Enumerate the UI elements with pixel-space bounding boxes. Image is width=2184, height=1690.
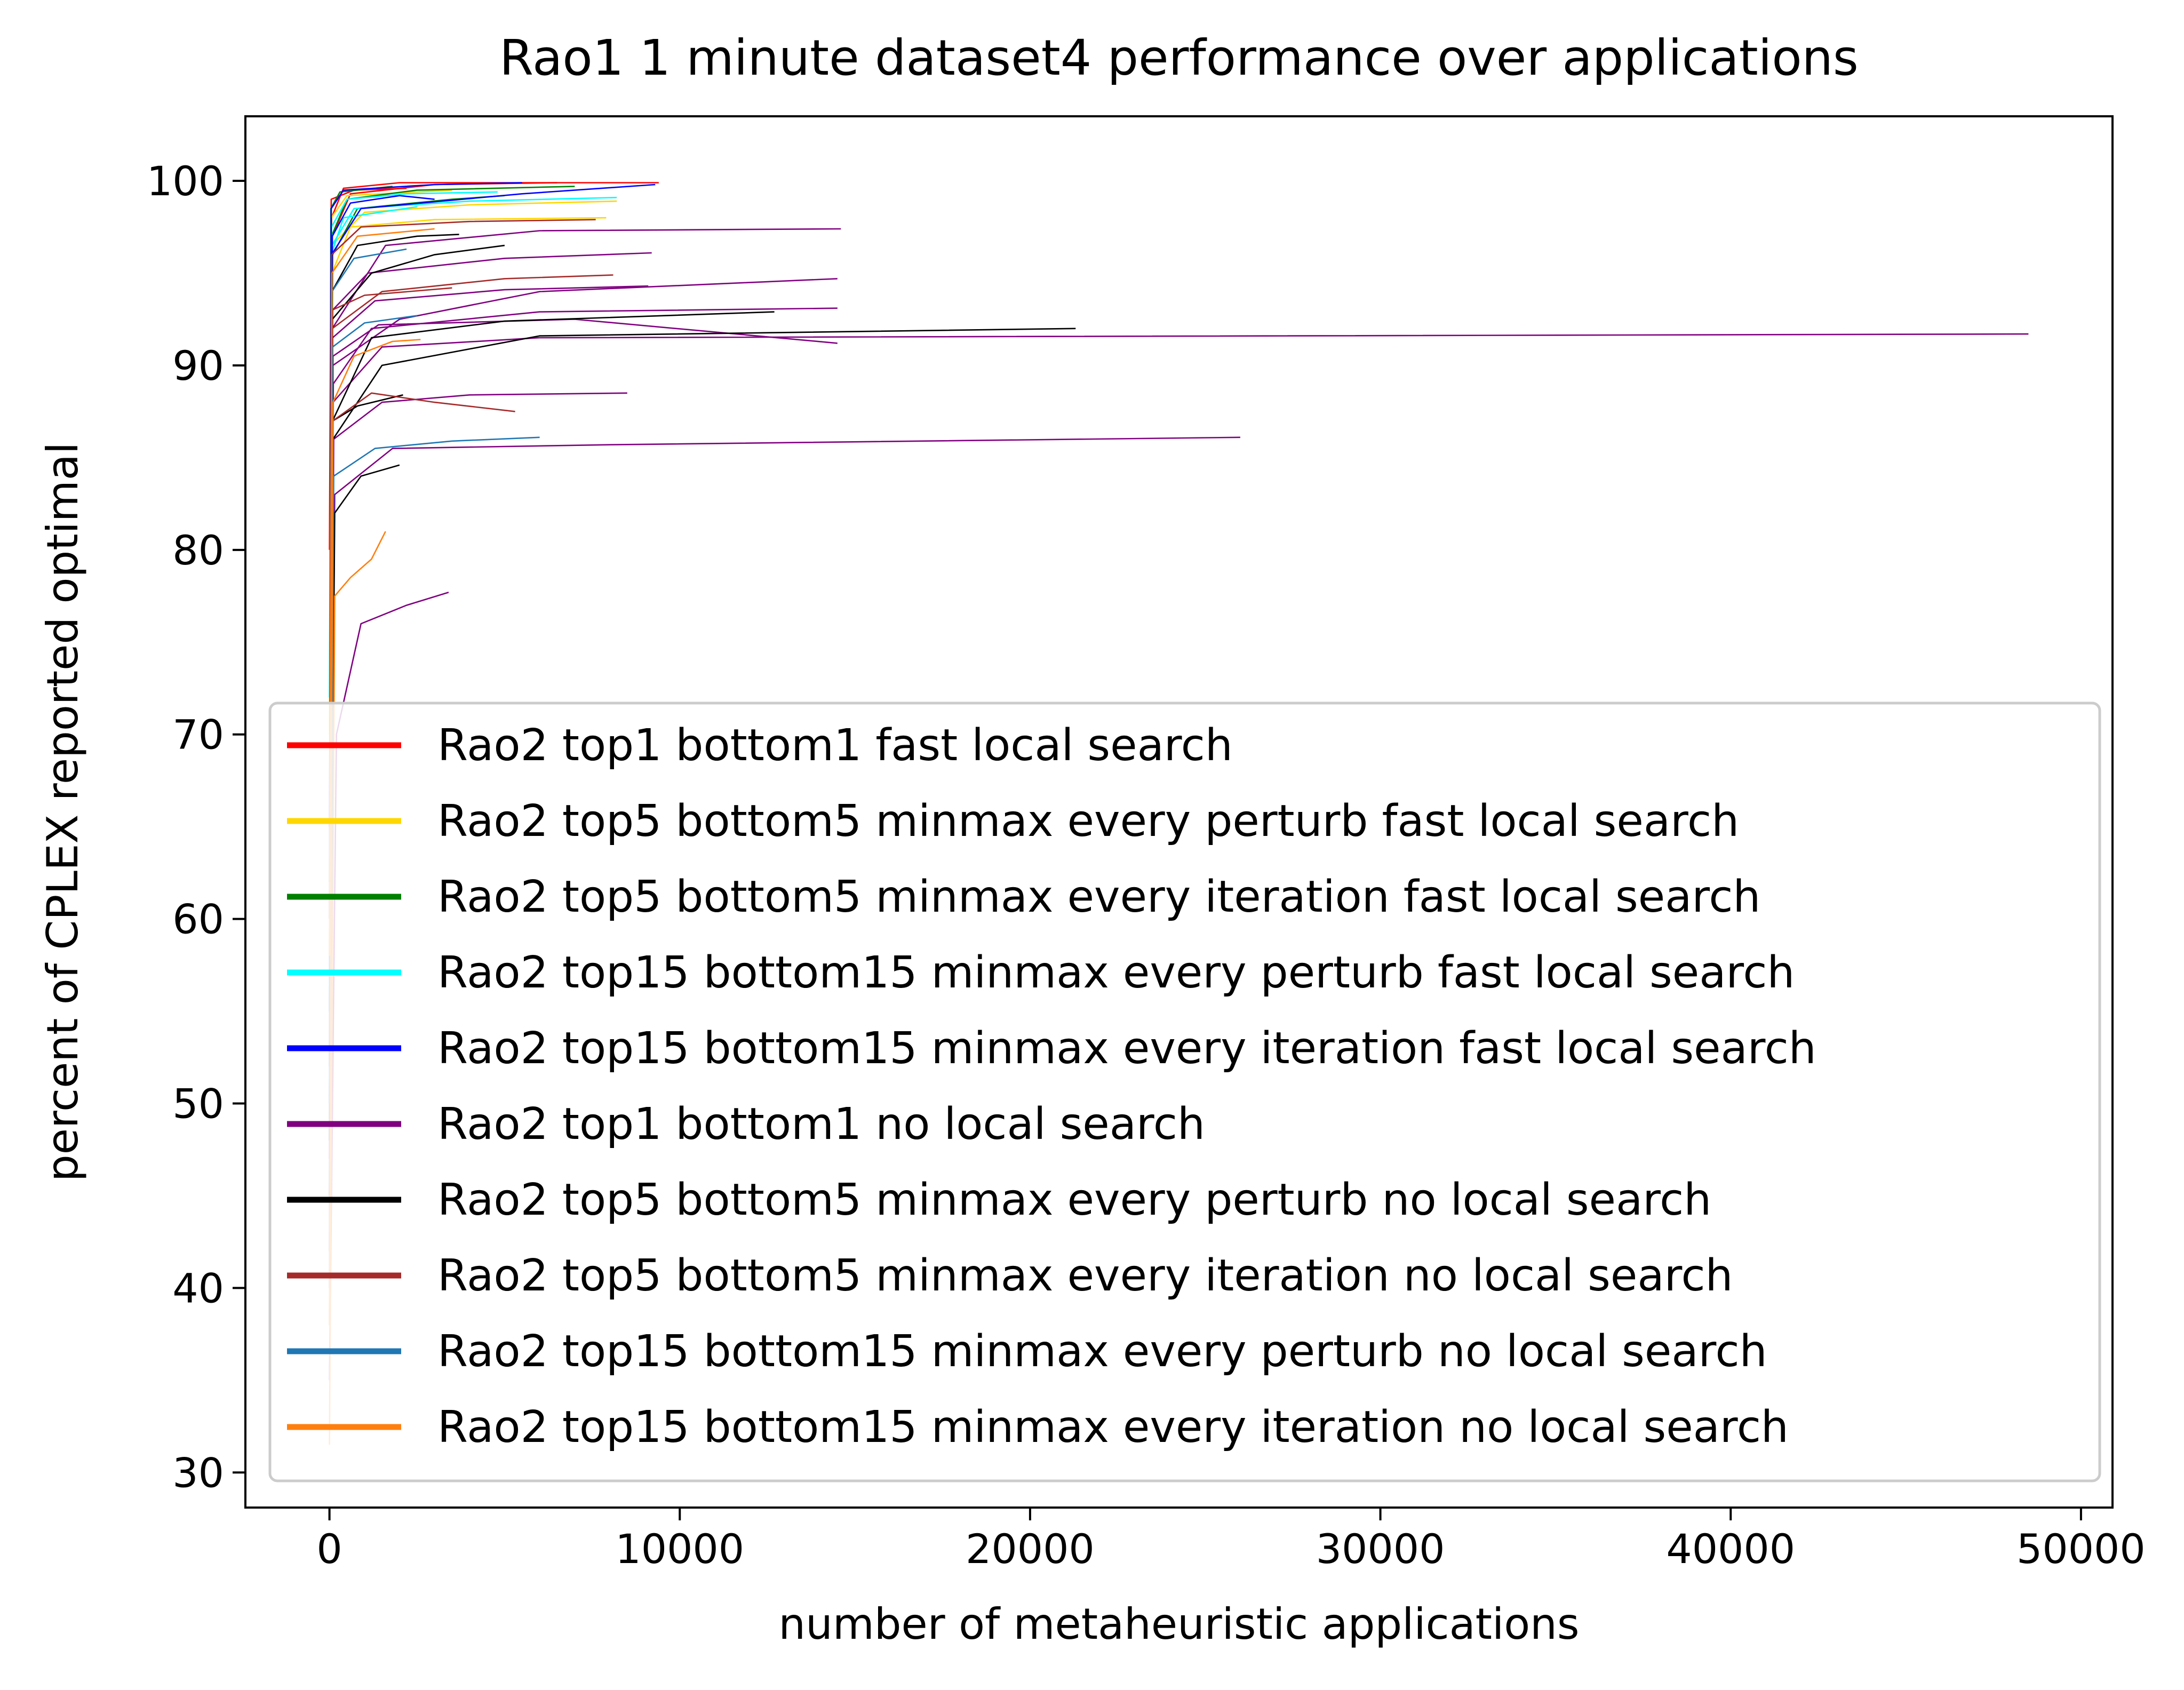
plot-area: 0 10000 20000 30000 40000 50000 30 40 50 60 70 80 90… xyxy=(147,115,2146,1573)
y-tick-label: 90 xyxy=(172,342,224,389)
plot-frame xyxy=(244,115,2114,1509)
legend-label-9: Rao2 top15 bottom15 minmax every perturb… xyxy=(437,1326,1767,1377)
legend-label-6: Rao2 top1 bottom1 no local search xyxy=(437,1099,1205,1150)
legend-label-1: Rao2 top1 bottom1 fast local search xyxy=(437,720,1233,771)
y-tick-label: 50 xyxy=(172,1080,224,1128)
legend-label-3: Rao2 top5 bottom5 minmax every iteration… xyxy=(437,872,1760,922)
y-tick-label: 100 xyxy=(147,157,224,205)
legend-label-7: Rao2 top5 bottom5 minmax every perturb n… xyxy=(437,1175,1711,1225)
legend-label-8: Rao2 top5 bottom5 minmax every iteration… xyxy=(437,1250,1733,1301)
y-tick-label: 80 xyxy=(172,527,224,574)
series-10-run-3-line xyxy=(329,228,435,956)
legend: Rao2 top1 bottom1 fast local search Rao2 … xyxy=(268,701,2101,1482)
x-tick-label: 40000 xyxy=(1666,1525,1795,1573)
y-axis-label: percent of CPLEX reported optimal xyxy=(38,442,87,1182)
x-tick-label: 0 xyxy=(316,1525,342,1573)
y-tick-label: 70 xyxy=(172,711,224,759)
x-axis-label: number of metaheuristic applications xyxy=(778,1599,1579,1649)
ticks-layer: 0 10000 20000 30000 40000 50000 30 40 50 60 70 80 90… xyxy=(147,157,2146,1573)
series-layer xyxy=(329,182,2029,1445)
legend-box xyxy=(268,701,2101,1482)
legend-label-5: Rao2 top15 bottom15 minmax every iterati… xyxy=(437,1023,1816,1074)
x-tick-label: 20000 xyxy=(966,1525,1095,1573)
legend-items: Rao2 top1 bottom1 fast local search Rao2 … xyxy=(287,720,1816,1453)
y-tick-label: 60 xyxy=(172,896,224,943)
x-tick-label: 10000 xyxy=(615,1525,744,1573)
x-tick-label: 30000 xyxy=(1316,1525,1445,1573)
y-tick-label: 40 xyxy=(172,1264,224,1312)
y-tick-label: 30 xyxy=(172,1449,224,1496)
legend-label-2: Rao2 top5 bottom5 minmax every perturb f… xyxy=(437,796,1739,847)
chart-title: Rao1 1 minute dataset4 performance over … xyxy=(499,29,1859,86)
legend-label-10: Rao2 top15 bottom15 minmax every iterati… xyxy=(437,1402,1789,1453)
x-tick-label: 50000 xyxy=(2016,1525,2146,1573)
legend-label-4: Rao2 top15 bottom15 minmax every perturb… xyxy=(437,947,1795,998)
